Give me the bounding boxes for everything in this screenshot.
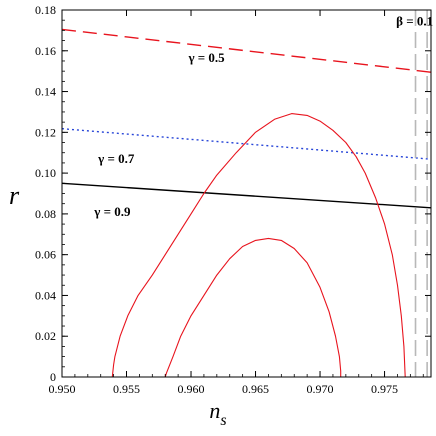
y-axis-title: r — [9, 181, 20, 210]
x-axis-title-main: n — [209, 398, 220, 423]
annotation-label: γ = 0.5 — [187, 50, 225, 65]
contour-layer — [111, 113, 406, 378]
y-tick-label: 0.12 — [35, 125, 56, 139]
vertical-line-layer — [414, 10, 428, 377]
annotation-label: γ = 0.7 — [97, 151, 135, 166]
y-tick-label: 0 — [50, 370, 56, 384]
axes-layer: 0.950 0.955 0.960 0.965 0.970 0.975 0 0.02 0.04 0… — [35, 3, 432, 396]
axis-title-layer: r ns — [9, 181, 227, 429]
x-tick-label: 0.960 — [178, 382, 205, 396]
y-tick-label: 0.18 — [35, 3, 56, 17]
x-tick-label: 0.965 — [242, 382, 269, 396]
x-tick-label: 0.970 — [307, 382, 334, 396]
x-tick-label: 0.950 — [49, 382, 76, 396]
series-line-1 — [61, 128, 432, 160]
plot-background — [62, 10, 431, 377]
contour-1 — [111, 113, 406, 378]
annotation-label: γ = 0.9 — [93, 204, 131, 219]
annotation-layer: γ = 0.5 γ = 0.7 γ = 0.9 β = 0.1 — [93, 13, 433, 219]
y-tick-label: 0.08 — [35, 207, 56, 221]
y-tick-label: 0.10 — [35, 166, 56, 180]
x-tick-label: 0.955 — [113, 382, 140, 396]
y-tick-label: 0.02 — [35, 329, 56, 343]
y-tick-label: 0.16 — [35, 44, 56, 58]
annotation-label: β = 0.1 — [396, 13, 433, 28]
x-axis-title: ns — [209, 398, 226, 429]
y-tick-label: 0.06 — [35, 248, 56, 262]
x-tick-label: 0.975 — [371, 382, 398, 396]
series-line-2 — [61, 182, 432, 209]
y-tick-label: 0.04 — [35, 288, 56, 302]
contour-0 — [164, 237, 342, 378]
plot-area — [62, 10, 431, 377]
y-tick-label: 0.14 — [35, 85, 56, 99]
series-layer — [61, 28, 432, 209]
x-axis-title-sub: s — [220, 412, 226, 429]
